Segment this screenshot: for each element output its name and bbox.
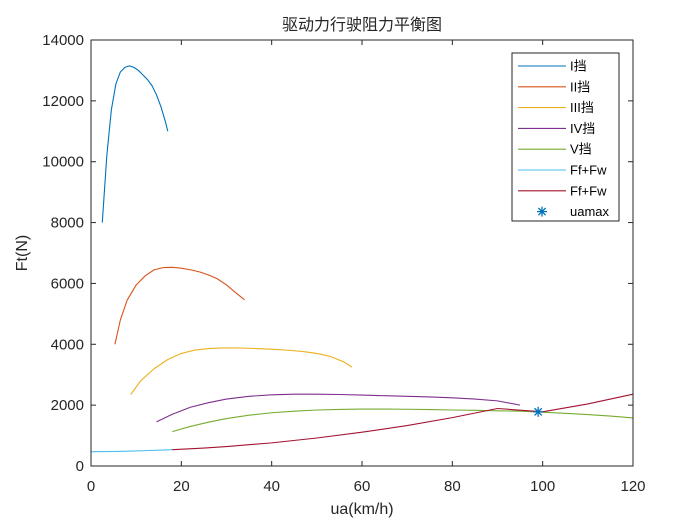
x-tick-label: 120 <box>620 478 645 495</box>
legend-label: Ff+Fw <box>570 183 607 198</box>
series-line-6 <box>90 449 173 453</box>
y-tick-label: 0 <box>76 458 84 475</box>
series-line-2 <box>114 266 245 345</box>
x-tick-label: 20 <box>173 478 190 495</box>
uamax-marker <box>533 406 544 417</box>
legend-label: V挡 <box>570 142 592 157</box>
y-tick-label: 14000 <box>42 32 84 49</box>
series-line-4 <box>156 393 521 423</box>
x-axis-label: ua(km/h) <box>330 501 393 518</box>
y-tick-label: 4000 <box>51 336 84 353</box>
x-tick-label: 100 <box>530 478 555 495</box>
y-axis-label: Ft(N) <box>14 235 31 271</box>
x-axis: 0 20 40 60 80 100 120 <box>87 40 646 495</box>
legend-label: Ff+Fw <box>570 163 607 178</box>
y-tick-label: 6000 <box>51 275 84 292</box>
x-tick-label: 0 <box>87 478 95 495</box>
legend-label: I挡 <box>570 59 587 74</box>
legend-label: uamax <box>570 204 610 219</box>
plot-content <box>90 65 634 453</box>
series-line-7 <box>172 393 634 451</box>
y-tick-label: 2000 <box>51 397 84 414</box>
y-axis: 0 2000 4000 6000 8000 10000 12000 14000 <box>42 32 633 475</box>
series-line-5 <box>172 408 634 433</box>
y-tick-label: 8000 <box>51 215 84 232</box>
legend: I挡 II挡 III挡 IV挡 V挡 Ff+Fw Ff+Fw uamax <box>511 52 620 222</box>
series-line-3 <box>130 347 353 395</box>
y-tick-label: 10000 <box>42 154 84 171</box>
x-tick-label: 80 <box>444 478 461 495</box>
y-tick-label: 12000 <box>42 93 84 110</box>
legend-marker-uamax <box>537 206 547 217</box>
x-tick-label: 40 <box>263 478 280 495</box>
legend-label: III挡 <box>570 100 594 115</box>
legend-label: IV挡 <box>570 121 595 136</box>
series-line-1 <box>101 65 169 223</box>
x-tick-label: 60 <box>354 478 371 495</box>
chart-title: 驱动力行驶阻力平衡图 <box>282 15 442 34</box>
legend-box <box>511 52 620 222</box>
legend-label: II挡 <box>570 79 590 94</box>
